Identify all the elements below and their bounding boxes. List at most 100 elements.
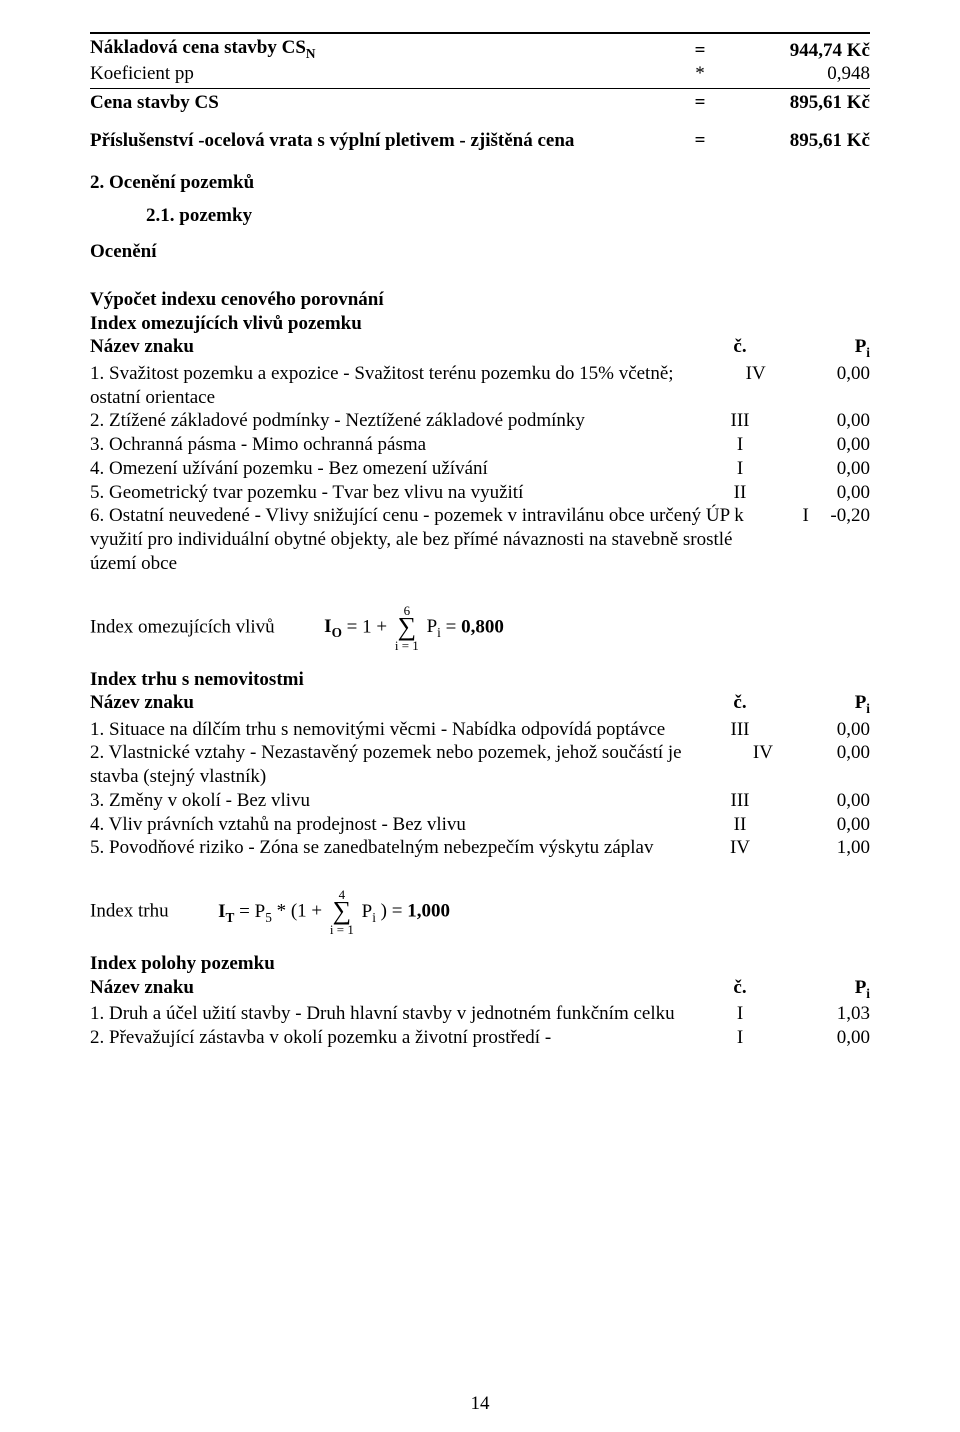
formula-mid: Pi (427, 616, 441, 637)
item-p: 1,00 (770, 836, 870, 860)
cost-row: Nákladová cena stavby CSN = 944,74 Kč (90, 36, 870, 62)
item-c: I (710, 1002, 770, 1026)
item-c: IV (738, 741, 787, 789)
item-text: 1. Druh a účel užití stavby - Druh hlavn… (90, 1002, 710, 1026)
formula-result: 1,000 (407, 901, 450, 922)
item-c: IV (729, 362, 782, 410)
item-text: 1. Svažitost pozemku a expozice - Svažit… (90, 362, 729, 410)
item-text: 3. Ochranná pásma - Mimo ochranná pásma (90, 433, 710, 457)
sigma-bot: i = 1 (330, 923, 354, 936)
list-item: 2. Ztížené základové podmínky - Neztížen… (90, 409, 870, 433)
list-item: 3. Změny v okolí - Bez vlivu III 0,00 (90, 789, 870, 813)
formula-pre: = 1 + (347, 616, 392, 637)
formula-lhs: Index omezujících vlivů (90, 616, 275, 637)
sigma-symbol: ∑ (333, 901, 352, 923)
list-item: 2. Převažující zástavba v okolí pozemku … (90, 1026, 870, 1050)
header-p-text: P (855, 336, 867, 357)
list-item: 2. Vlastnické vztahy - Nezastavěný pozem… (90, 741, 870, 789)
accessory-val: 895,61 Kč (720, 129, 870, 153)
price-op: = (680, 91, 720, 115)
item-p: 0,00 (788, 741, 870, 789)
header-name: Název znaku (90, 976, 710, 1002)
group-2-list: 1. Druh a účel užití stavby - Druh hlavn… (90, 1002, 870, 1050)
item-p: 0,00 (782, 362, 870, 410)
header-name: Název znaku (90, 335, 710, 361)
item-text: 4. Omezení užívání pozemku - Bez omezení… (90, 457, 710, 481)
cost-label-text: Nákladová cena stavby CS (90, 37, 306, 58)
calc-title: Výpočet indexu cenového porovnání (90, 288, 870, 312)
header-c: č. (710, 976, 770, 1002)
header-c: č. (710, 335, 770, 361)
item-c: III (710, 718, 770, 742)
accessory-label: Příslušenství -ocelová vrata s výplní pl… (90, 129, 680, 153)
group-0-header: Název znaku č. Pi (90, 335, 870, 361)
item-p: 0,00 (770, 789, 870, 813)
item-p: 0,00 (770, 457, 870, 481)
section-2-1-title: 2.1. pozemky (90, 204, 870, 228)
group-1-list: 1. Situace na dílčím trhu s nemovitými v… (90, 718, 870, 861)
formula-post: = (446, 616, 461, 637)
item-p: -0,20 (821, 504, 870, 575)
price-val: 895,61 Kč (720, 91, 870, 115)
cost-label-sub: N (306, 46, 316, 61)
item-p: 0,00 (770, 433, 870, 457)
page-number: 14 (0, 1392, 960, 1416)
item-text: 2. Ztížené základové podmínky - Neztížen… (90, 409, 710, 433)
coef-row: Koeficient pp * 0,948 (90, 62, 870, 86)
item-text: 2. Převažující zástavba v okolí pozemku … (90, 1026, 710, 1050)
item-p: 0,00 (770, 718, 870, 742)
item-c: I (710, 1026, 770, 1050)
rule-mid (90, 88, 870, 89)
item-c: I (710, 457, 770, 481)
item-text: 5. Povodňové riziko - Zóna se zanedbatel… (90, 836, 710, 860)
rule-top (90, 32, 870, 34)
group-1-header: Název znaku č. Pi (90, 691, 870, 717)
sigma-icon: 4 ∑ i = 1 (330, 888, 354, 936)
item-c: IV (710, 836, 770, 860)
group-2-title: Index polohy pozemku (90, 952, 870, 976)
cost-val: 944,74 Kč (720, 39, 870, 63)
header-name: Název znaku (90, 691, 710, 717)
list-item: 3. Ochranná pásma - Mimo ochranná pásma … (90, 433, 870, 457)
formula-lhs: Index trhu (90, 901, 169, 922)
list-item: 1. Druh a účel užití stavby - Druh hlavn… (90, 1002, 870, 1026)
item-text: 4. Vliv právních vztahů na prodejnost - … (90, 813, 710, 837)
price-row: Cena stavby CS = 895,61 Kč (90, 91, 870, 115)
coef-label: Koeficient pp (90, 62, 680, 86)
ocen-title: Ocenění (90, 240, 870, 264)
item-p: 0,00 (770, 813, 870, 837)
item-p: 0,00 (770, 409, 870, 433)
list-item: 6. Ostatní neuvedené - Vlivy snižující c… (90, 504, 870, 575)
header-p-sub: i (866, 986, 870, 1001)
group-1-title: Index trhu s nemovitostmi (90, 668, 870, 692)
list-item: 1. Situace na dílčím trhu s nemovitými v… (90, 718, 870, 742)
item-p: 0,00 (770, 481, 870, 505)
sigma-icon: 6 ∑ i = 1 (395, 604, 419, 652)
formula-result: 0,800 (461, 616, 504, 637)
item-text: 1. Situace na dílčím trhu s nemovitými v… (90, 718, 710, 742)
group-2-header: Název znaku č. Pi (90, 976, 870, 1002)
item-text: 3. Změny v okolí - Bez vlivu (90, 789, 710, 813)
sigma-bot: i = 1 (395, 639, 419, 652)
formula-pre3: * (1 + (277, 901, 327, 922)
formula-sym: IO (324, 616, 342, 637)
document-page: Nákladová cena stavby CSN = 944,74 Kč Ko… (0, 0, 960, 1432)
list-item: 5. Povodňové riziko - Zóna se zanedbatel… (90, 836, 870, 860)
header-c: č. (710, 691, 770, 717)
list-item: 1. Svažitost pozemku a expozice - Svažit… (90, 362, 870, 410)
item-text: 5. Geometrický tvar pozemku - Tvar bez v… (90, 481, 710, 505)
coef-val: 0,948 (720, 62, 870, 86)
list-item: 4. Omezení užívání pozemku - Bez omezení… (90, 457, 870, 481)
formula-post: ) = (381, 901, 408, 922)
header-p: Pi (770, 976, 870, 1002)
header-p-text: P (855, 692, 867, 713)
formula-mid: Pi (362, 901, 376, 922)
header-p-sub: i (866, 345, 870, 360)
item-c: I (710, 433, 770, 457)
price-label: Cena stavby CS (90, 91, 680, 115)
list-item: 4. Vliv právních vztahů na prodejnost - … (90, 813, 870, 837)
formula-pre2: = P5 (239, 901, 272, 922)
header-p: Pi (770, 335, 870, 361)
accessory-row: Příslušenství -ocelová vrata s výplní pl… (90, 129, 870, 153)
coef-op: * (680, 62, 720, 86)
